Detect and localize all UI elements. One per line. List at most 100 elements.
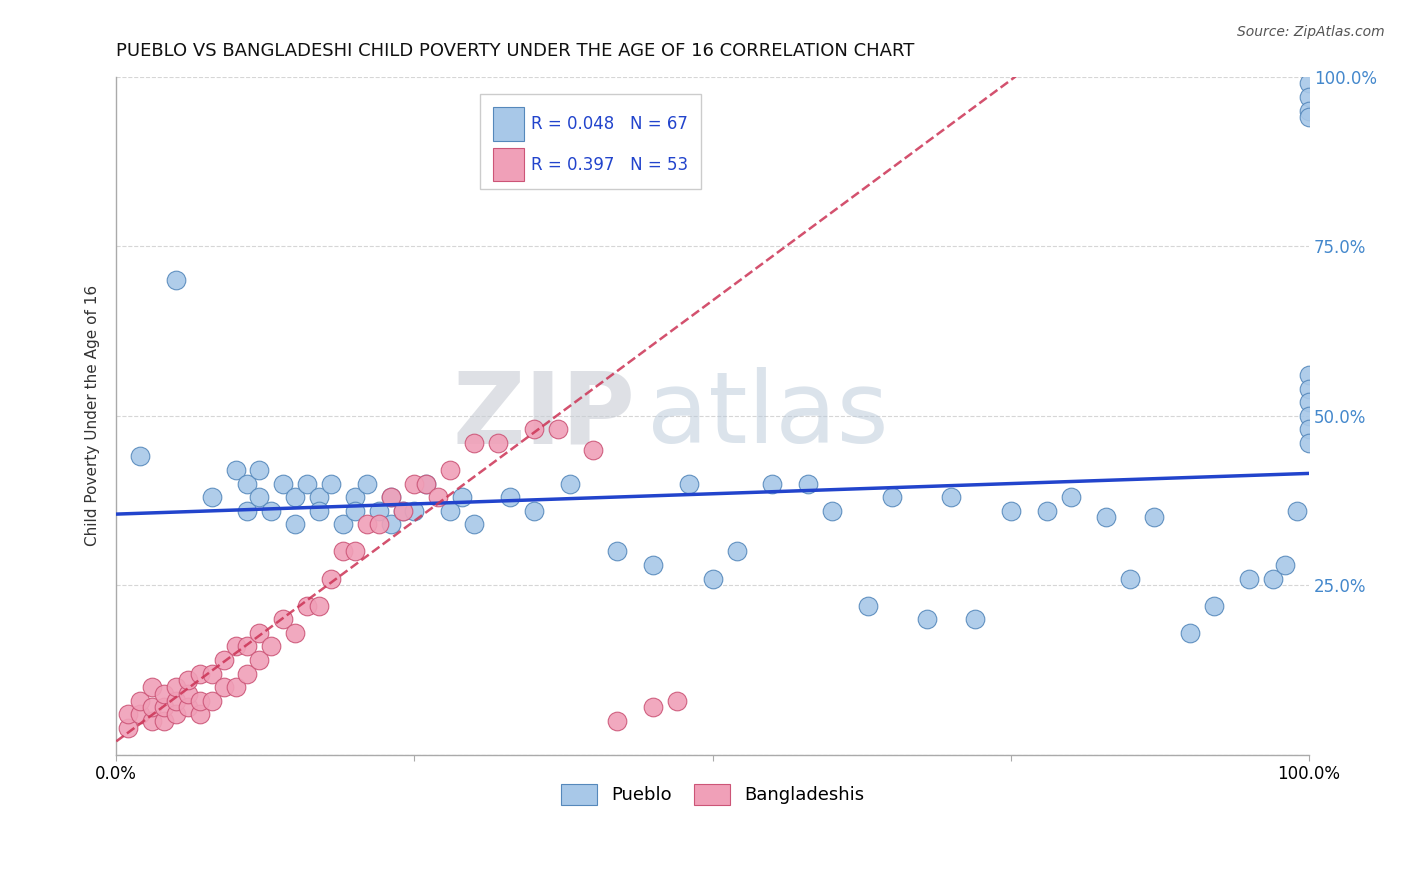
Point (702, 572, 724, 586)
Point (1298, 103, 1320, 118)
Point (129, 450, 152, 464)
Point (212, 680, 235, 694)
Point (295, 599, 318, 613)
Point (188, 666, 211, 681)
Point (427, 490, 450, 504)
Point (356, 517, 378, 532)
Text: Source: ZipAtlas.com: Source: ZipAtlas.com (1237, 25, 1385, 39)
Point (1298, 368, 1320, 382)
Point (236, 504, 259, 518)
Point (463, 436, 485, 450)
Point (141, 714, 163, 728)
Point (1298, 422, 1320, 436)
Point (177, 673, 200, 688)
Point (439, 504, 461, 518)
Point (391, 504, 413, 518)
Point (1095, 510, 1118, 524)
FancyBboxPatch shape (494, 148, 524, 181)
Point (404, 476, 426, 491)
Point (284, 517, 307, 532)
Point (236, 476, 259, 491)
Point (547, 422, 569, 436)
Point (451, 490, 474, 504)
Point (641, 558, 664, 572)
Point (165, 707, 187, 722)
Point (1059, 490, 1081, 504)
Point (260, 640, 283, 654)
Point (1263, 572, 1285, 586)
Point (367, 504, 389, 518)
Point (725, 544, 748, 558)
Text: ZIP: ZIP (453, 368, 636, 464)
Point (1119, 572, 1142, 586)
Point (177, 700, 200, 714)
Point (856, 599, 879, 613)
Point (1000, 504, 1022, 518)
Point (404, 504, 426, 518)
Point (141, 700, 163, 714)
Point (153, 687, 176, 701)
Point (332, 517, 354, 532)
Point (523, 422, 546, 436)
Point (1202, 599, 1225, 613)
FancyBboxPatch shape (494, 107, 524, 141)
Point (606, 714, 628, 728)
Point (1298, 90, 1320, 104)
Point (212, 653, 235, 667)
Point (308, 504, 330, 518)
Point (486, 436, 509, 450)
Point (391, 504, 413, 518)
Point (641, 700, 664, 714)
Point (1298, 409, 1320, 423)
Point (165, 273, 187, 287)
Point (201, 693, 224, 707)
Y-axis label: Child Poverty Under the Age of 16: Child Poverty Under the Age of 16 (86, 285, 100, 546)
Point (249, 463, 271, 477)
Point (177, 687, 200, 701)
Point (880, 490, 903, 504)
Legend: Pueblo, Bangladeshis: Pueblo, Bangladeshis (553, 775, 873, 814)
Point (1298, 110, 1320, 124)
Point (761, 476, 783, 491)
Point (917, 612, 939, 626)
Point (1298, 76, 1320, 90)
Point (380, 517, 402, 532)
Point (153, 700, 176, 714)
Point (1286, 504, 1309, 518)
Point (188, 693, 211, 707)
Point (797, 476, 820, 491)
Text: PUEBLO VS BANGLADESHI CHILD POVERTY UNDER THE AGE OF 16 CORRELATION CHART: PUEBLO VS BANGLADESHI CHILD POVERTY UNDE… (117, 42, 915, 60)
Point (188, 707, 211, 722)
Text: R = 0.048   N = 67: R = 0.048 N = 67 (531, 115, 689, 133)
Point (117, 707, 139, 722)
Point (558, 476, 581, 491)
Point (165, 693, 187, 707)
Point (129, 693, 152, 707)
Point (236, 666, 259, 681)
Point (225, 680, 247, 694)
Point (1143, 510, 1166, 524)
Point (332, 544, 354, 558)
Point (415, 476, 437, 491)
Point (941, 490, 963, 504)
Point (463, 517, 485, 532)
Point (665, 693, 688, 707)
Point (415, 476, 437, 491)
Point (582, 442, 605, 457)
Point (821, 504, 844, 518)
Point (1298, 382, 1320, 396)
Point (319, 572, 342, 586)
Point (439, 463, 461, 477)
Point (225, 463, 247, 477)
Point (260, 504, 283, 518)
Point (141, 680, 163, 694)
Point (499, 490, 522, 504)
Point (1274, 558, 1296, 572)
Point (271, 612, 294, 626)
Point (380, 490, 402, 504)
Text: R = 0.397   N = 53: R = 0.397 N = 53 (531, 156, 689, 174)
Point (225, 640, 247, 654)
Point (1298, 395, 1320, 409)
Point (201, 666, 224, 681)
Point (343, 504, 366, 518)
